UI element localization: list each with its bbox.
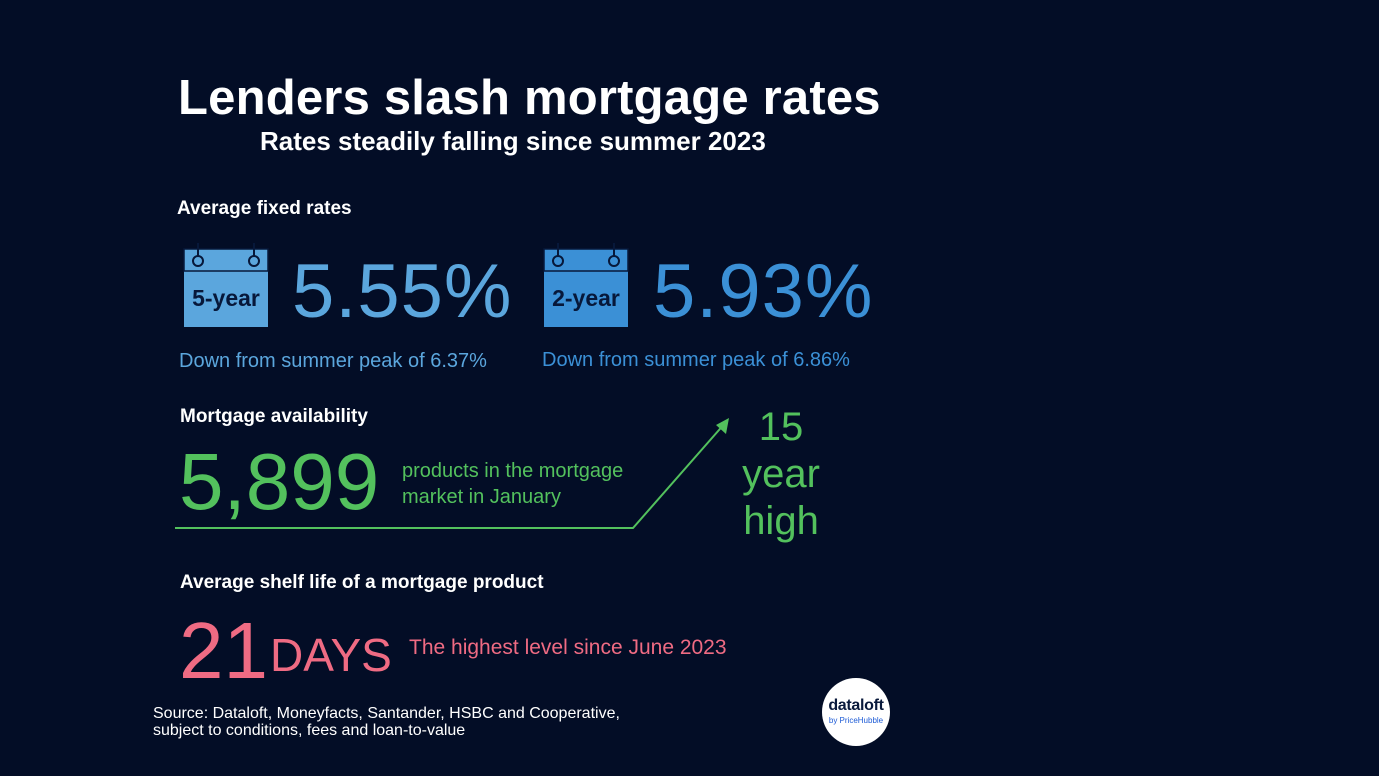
fixed-rates-label: Average fixed rates [177, 198, 352, 219]
callout-line: high [743, 499, 819, 543]
shelf-life-unit: DAYS [270, 629, 392, 681]
shelf-life-value: 21 [179, 606, 268, 695]
rate-5yr-note: Down from summer peak of 6.37% [179, 350, 487, 372]
availability-description-line: market in January [402, 486, 561, 508]
calendar-icon: 2-year [543, 243, 629, 327]
fifteen-year-high-callout: 15 year high [726, 404, 836, 545]
shelf-life-note: The highest level since June 2023 [409, 636, 727, 659]
source-line: Source: Dataloft, Moneyfacts, Santander,… [153, 705, 620, 722]
callout-line: 15 [758, 405, 804, 449]
shelf-life-label: Average shelf life of a mortgage product [180, 572, 544, 593]
source-line: subject to conditions, fees and loan-to-… [153, 722, 466, 739]
calendar-icon: 5-year [183, 243, 269, 327]
source-note: Source: Dataloft, Moneyfacts, Santander,… [153, 705, 620, 739]
logo-wordmark: dataloft [828, 697, 884, 714]
availability-value: 5,899 [179, 437, 380, 526]
dataloft-logo: dataloft by PriceHubble [822, 678, 890, 746]
term-label-5yr: 5-year [192, 285, 260, 311]
availability-label: Mortgage availability [180, 406, 368, 427]
callout-line: year [742, 452, 820, 496]
rate-2yr-value: 5.93% [653, 249, 874, 334]
page-title: Lenders slash mortgage rates [178, 71, 881, 125]
page-subtitle: Rates steadily falling since summer 2023 [260, 126, 766, 156]
rate-5yr-value: 5.55% [292, 249, 513, 334]
logo-byline: by PriceHubble [828, 716, 884, 725]
availability-description-line: products in the mortgage [402, 460, 624, 482]
trend-arrow-icon [175, 418, 729, 529]
rate-2yr-note: Down from summer peak of 6.86% [542, 349, 850, 371]
availability-description: products in the mortgage market in Janua… [402, 458, 623, 510]
term-label-2yr: 2-year [552, 285, 620, 311]
